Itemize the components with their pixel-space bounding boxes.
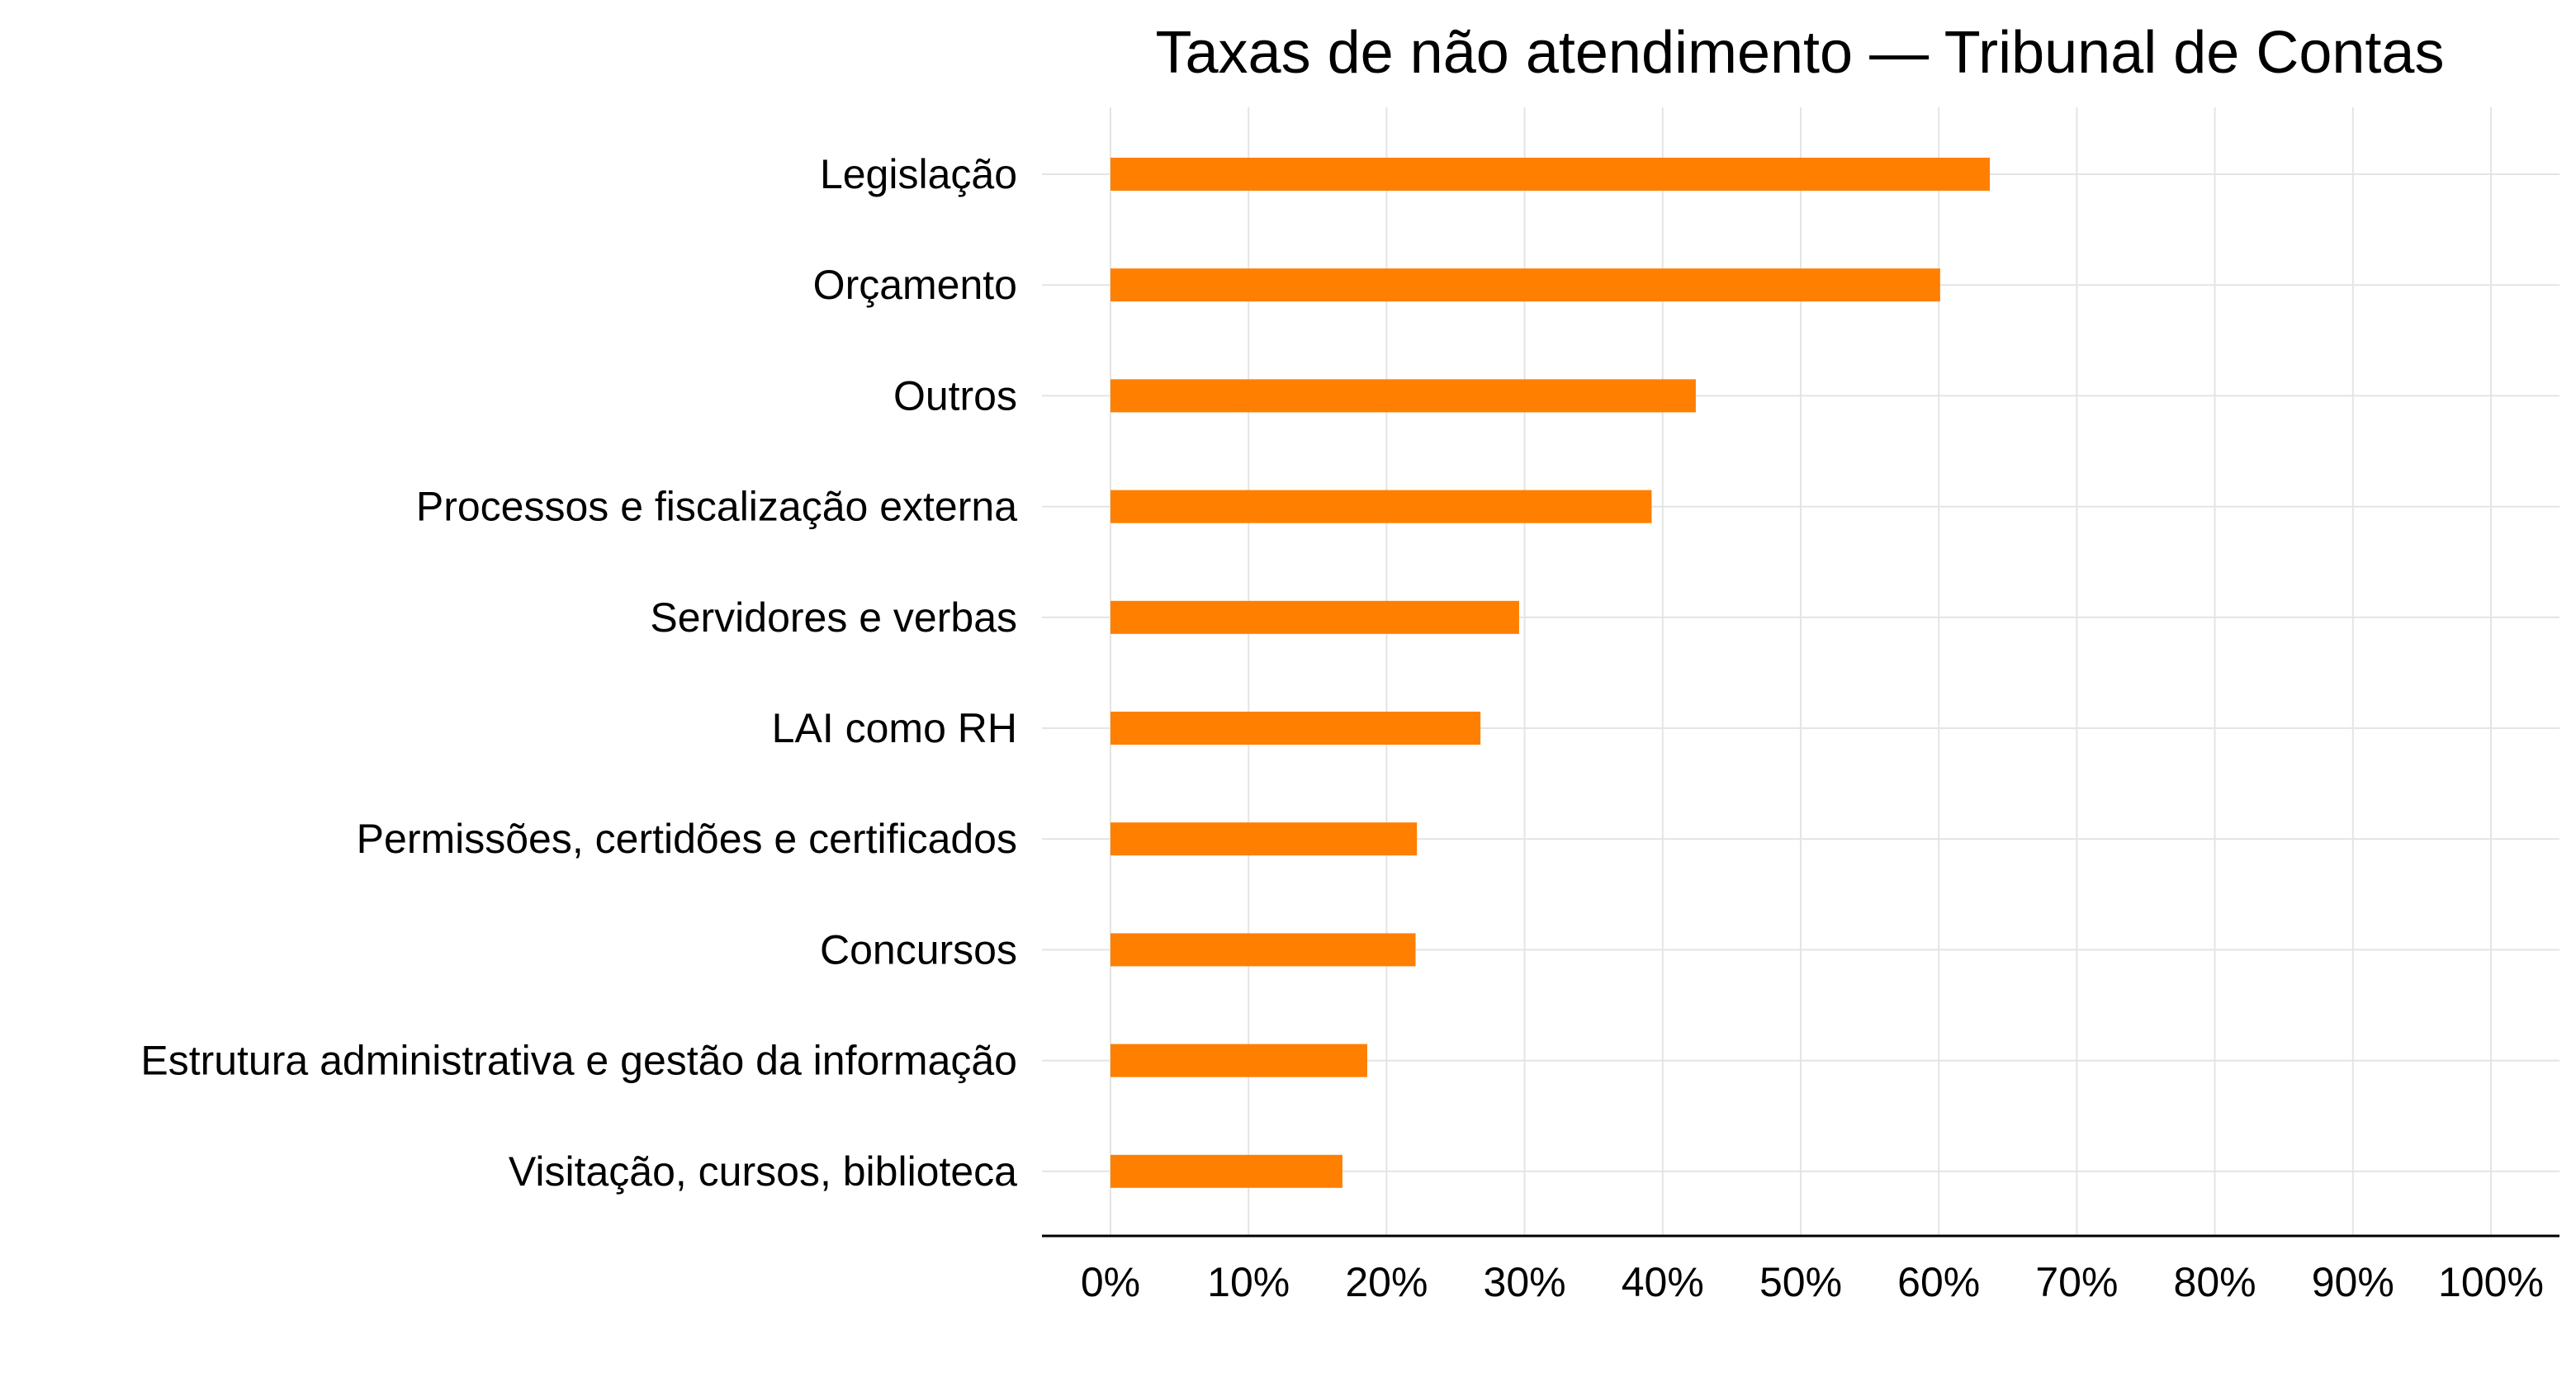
category-label: Visitação, cursos, biblioteca [509, 1148, 1017, 1195]
x-tick-label: 80% [2174, 1259, 2256, 1305]
category-label: Outros [893, 372, 1017, 419]
category-label: Processos e fiscalização externa [416, 484, 1017, 530]
chart-title: Taxas de não atendimento — Tribunal de C… [1156, 20, 2445, 86]
category-label: LAI como RH [772, 705, 1017, 751]
bar [1110, 490, 1652, 523]
bars [1110, 158, 1991, 1188]
bar [1110, 822, 1418, 856]
category-label: Orçamento [813, 262, 1017, 308]
x-tick-label: 40% [1622, 1259, 1704, 1305]
x-tick-label: 70% [2035, 1259, 2118, 1305]
bar [1110, 158, 1991, 191]
x-tick-label: 30% [1484, 1259, 1566, 1305]
x-tick-label: 60% [1897, 1259, 1980, 1305]
bar [1110, 933, 1416, 967]
bar [1110, 712, 1481, 745]
x-tick-label: 0% [1081, 1259, 1140, 1305]
bar [1110, 1154, 1342, 1188]
bar [1110, 268, 1940, 302]
x-tick-label: 10% [1207, 1259, 1290, 1305]
category-labels: Legislação Orçamento Outros Processos e fis… [140, 151, 1017, 1195]
bar [1110, 379, 1696, 413]
category-label: Permissões, certidões e certificados [357, 816, 1017, 862]
category-label: Servidores e verbas [650, 594, 1017, 641]
x-tick-label: 50% [1759, 1259, 1842, 1305]
category-label: Concursos [820, 926, 1017, 973]
x-tick-labels: 0% 10% 20% 30% 40% 50% 60% 70% 80% 90% 100% [1081, 1259, 2544, 1305]
bar [1110, 600, 1519, 634]
x-tick-label: 20% [1345, 1259, 1428, 1305]
category-label: Legislação [820, 151, 1017, 197]
x-tick-label: 90% [2312, 1259, 2394, 1305]
category-label: Estrutura administrativa e gestão da inf… [140, 1038, 1017, 1084]
x-tick-label: 100% [2438, 1259, 2544, 1305]
bar [1110, 1044, 1367, 1077]
